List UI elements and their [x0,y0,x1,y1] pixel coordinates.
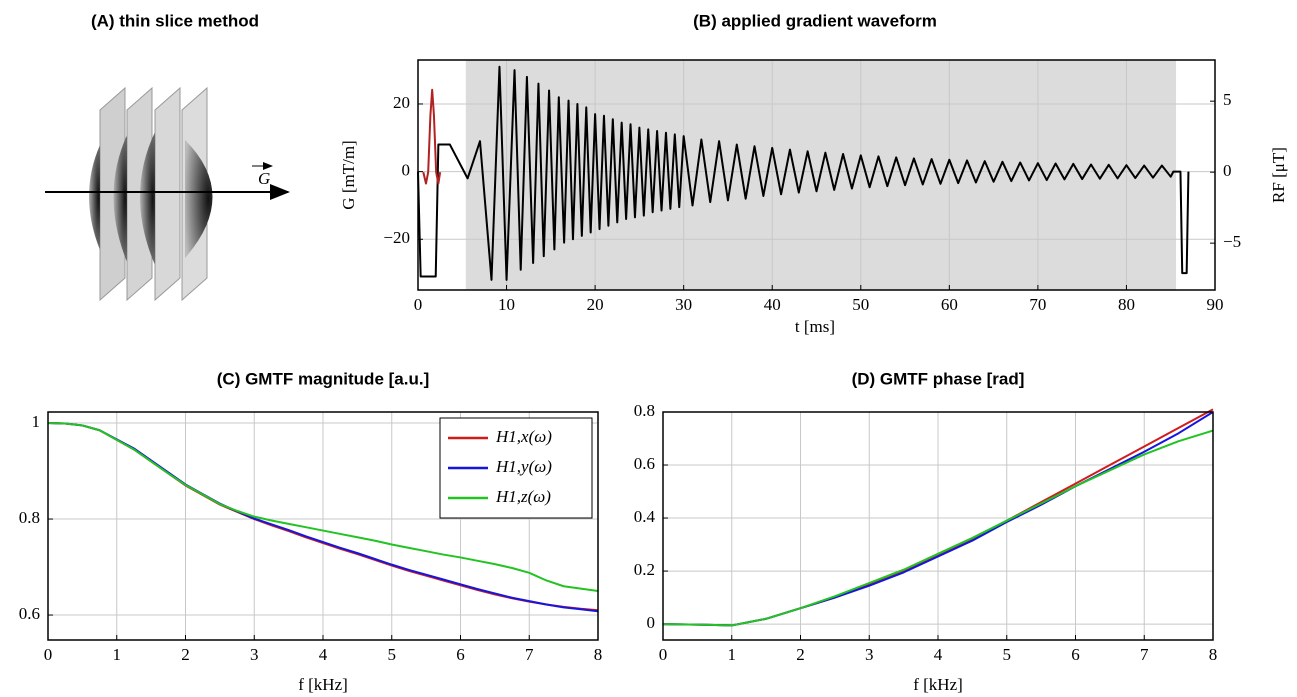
chart: (D) GMTF phase [rad] 0 1 2 3 4 5 6 7 8 0 0.2 0.4 0.6 0… [634,369,1218,693]
vector-label: G [258,169,270,188]
lens [140,132,155,265]
y-tick-label: 0.4 [634,507,656,526]
y2-axis-label: RF [μT] [1269,147,1288,203]
x-tick-label: 7 [1140,645,1149,664]
x-tick-label: 10 [498,295,515,314]
x-tick-label: 1 [728,645,737,664]
x-tick-label: 8 [594,645,603,664]
x-tick-label: 90 [1207,295,1224,314]
y2-tick-label: −5 [1223,232,1241,251]
y-tick-label: 0.8 [634,401,655,420]
y-tick-label: 0 [647,613,656,632]
y-tick-label: 0.6 [19,604,40,623]
x-tick-label: 50 [852,295,869,314]
y-tick-label: −20 [383,228,410,247]
x-tick-label: 4 [319,645,328,664]
lens [185,140,213,258]
x-tick-label: 70 [1029,295,1046,314]
x-tick-label: 8 [1209,645,1218,664]
lens [113,135,127,262]
x-tick-label: 0 [414,295,423,314]
plot-frame [417,59,1216,291]
x-tick-label: 6 [1071,645,1080,664]
x-tick-label: 20 [587,295,604,314]
x-tick-label: 40 [764,295,781,314]
chart-title: (D) GMTF phase [rad] [852,369,1025,388]
x-axis-label: f [kHz] [913,675,963,694]
x-tick-label: 4 [934,645,943,664]
x-tick-label: 80 [1118,295,1135,314]
x-tick-label: 5 [388,645,397,664]
legend-label: H1,z(ω) [495,487,551,506]
x-axis-label: t [ms] [795,317,835,336]
y2-tick-label: 5 [1223,90,1232,109]
chart: (C) GMTF magnitude [a.u.] 0 1 2 3 4 5 6 7 8 0.6 0.8… [19,369,603,693]
y-tick-label: 0.8 [19,508,40,527]
panel-a: (A) thin slice method G [45,11,290,302]
x-tick-label: 3 [250,645,259,664]
x-tick-label: 6 [456,645,465,664]
chart-title: (B) applied gradient waveform [693,11,937,30]
x-tick-label: 1 [113,645,122,664]
y-tick-label: 0.2 [634,560,655,579]
y-tick-label: 0 [402,161,411,180]
chart-title: (C) GMTF magnitude [a.u.] [217,369,429,388]
y-tick-label: 1 [32,412,41,431]
x-axis-label: f [kHz] [298,675,348,694]
plot-frame [47,411,599,641]
x-tick-label: 2 [796,645,805,664]
y-axis-label: G [mT/m] [339,140,358,209]
x-tick-label: 5 [1003,645,1012,664]
y2-tick-label: 0 [1223,161,1232,180]
x-tick-label: 3 [865,645,874,664]
legend-label: H1,x(ω) [495,427,552,446]
y-tick-label: 20 [393,93,410,112]
x-tick-label: 60 [941,295,958,314]
slice [154,86,181,302]
y-tick-label: 0.6 [634,454,655,473]
x-tick-label: 0 [659,645,668,664]
x-tick-label: 7 [525,645,534,664]
lens [89,145,100,250]
plot-frame [662,411,1214,641]
data-line [47,422,599,593]
data-line [662,429,1214,627]
x-tick-label: 2 [181,645,190,664]
data-line [422,88,442,185]
panel-title: (A) thin slice method [91,11,259,30]
legend-label: H1,y(ω) [495,457,552,476]
data-line [417,65,1190,281]
x-tick-label: 30 [675,295,692,314]
x-tick-label: 0 [44,645,53,664]
